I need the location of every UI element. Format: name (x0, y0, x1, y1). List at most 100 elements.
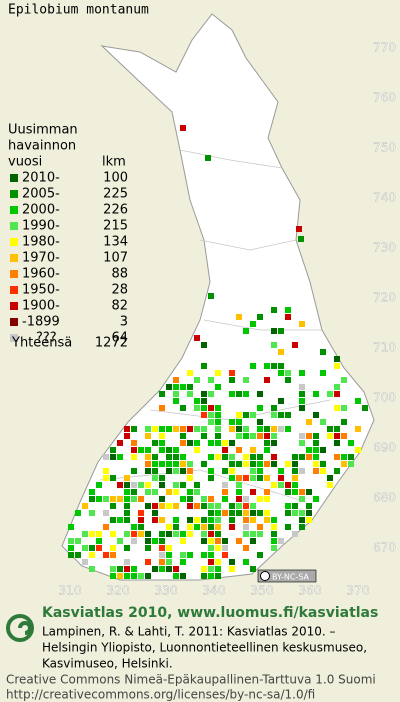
occurrence-square (215, 573, 221, 579)
occurrence-square (243, 531, 249, 537)
y-tick-label: 690 (373, 441, 396, 455)
occurrence-square (341, 405, 347, 411)
occurrence-square (187, 496, 193, 502)
occurrence-square (201, 517, 207, 523)
occurrence-square (180, 440, 186, 446)
occurrence-square (250, 363, 256, 369)
occurrence-square (243, 377, 249, 383)
occurrence-square (271, 433, 277, 439)
occurrence-square (96, 482, 102, 488)
occurrence-square (96, 496, 102, 502)
occurrence-square (173, 503, 179, 509)
occurrence-square (124, 475, 130, 481)
occurrence-square (222, 482, 228, 488)
occurrence-square (257, 314, 263, 320)
occurrence-square (264, 517, 270, 523)
y-tick-label: 710 (373, 341, 396, 355)
occurrence-square (75, 510, 81, 516)
occurrence-square (201, 496, 207, 502)
occurrence-square (117, 538, 123, 544)
occurrence-square (341, 454, 347, 460)
occurrence-square (159, 426, 165, 432)
x-tick-label: 340 (203, 584, 226, 598)
occurrence-square (208, 545, 214, 551)
occurrence-square (327, 391, 333, 397)
occurrence-square (299, 321, 305, 327)
occurrence-square (222, 454, 228, 460)
occurrence-square (145, 454, 151, 460)
occurrence-square (271, 440, 277, 446)
occurrence-square (257, 510, 263, 516)
occurrence-square (348, 454, 354, 460)
occurrence-square (278, 328, 284, 334)
occurrence-square (236, 433, 242, 439)
occurrence-square (215, 412, 221, 418)
occurrence-square (208, 559, 214, 565)
occurrence-square (215, 426, 221, 432)
occurrence-square (298, 236, 304, 242)
occurrence-square (341, 433, 347, 439)
occurrence-square (82, 545, 88, 551)
occurrence-square (89, 510, 95, 516)
occurrence-square (131, 482, 137, 488)
legend-count-heading: lkm (102, 155, 126, 170)
legend-swatch (10, 190, 18, 198)
occurrence-square (159, 391, 165, 397)
occurrence-square (124, 545, 130, 551)
occurrence-squares (68, 125, 368, 579)
logo (6, 614, 35, 642)
occurrence-square (334, 391, 340, 397)
occurrence-square (145, 573, 151, 579)
occurrence-square (131, 524, 137, 530)
occurrence-square (159, 517, 165, 523)
occurrence-square (131, 489, 137, 495)
occurrence-square (236, 419, 242, 425)
occurrence-square (229, 475, 235, 481)
occurrence-square (180, 426, 186, 432)
x-tick-label: 350 (251, 584, 274, 598)
legend-label: 1980- (22, 235, 60, 250)
occurrence-square (159, 538, 165, 544)
occurrence-square (152, 461, 158, 467)
occurrence-square (257, 419, 263, 425)
occurrence-square (208, 419, 214, 425)
occurrence-square (166, 524, 172, 530)
occurrence-square (236, 510, 242, 516)
occurrence-square (334, 405, 340, 411)
occurrence-square (173, 377, 179, 383)
occurrence-square (166, 454, 172, 460)
occurrence-square (271, 482, 277, 488)
occurrence-square (236, 314, 242, 320)
occurrence-square (117, 482, 123, 488)
legend-label: 1990- (22, 219, 60, 234)
occurrence-square (208, 531, 214, 537)
occurrence-square (292, 342, 298, 348)
occurrence-square (271, 531, 277, 537)
badge-text: BY-NC-SA (272, 573, 310, 582)
occurrence-square (296, 226, 302, 232)
occurrence-square (201, 426, 207, 432)
occurrence-square (110, 475, 116, 481)
occurrence-square (96, 538, 102, 544)
occurrence-square (257, 405, 263, 411)
occurrence-square (264, 461, 270, 467)
occurrence-square (243, 496, 249, 502)
occurrence-square (299, 433, 305, 439)
occurrence-square (257, 461, 263, 467)
occurrence-square (264, 496, 270, 502)
occurrence-square (215, 531, 221, 537)
occurrence-square (75, 538, 81, 544)
occurrence-square (124, 496, 130, 502)
occurrence-square (194, 489, 200, 495)
occurrence-square (159, 559, 165, 565)
occurrence-square (215, 370, 221, 376)
occurrence-square (215, 566, 221, 572)
occurrence-square (145, 433, 151, 439)
occurrence-square (173, 454, 179, 460)
occurrence-square (159, 461, 165, 467)
license-line: http://creativecommons.org/licenses/by-n… (6, 688, 315, 702)
occurrence-square (152, 538, 158, 544)
license-badge: BY-NC-SA (257, 569, 317, 583)
occurrence-square (229, 377, 235, 383)
occurrence-square (299, 405, 305, 411)
